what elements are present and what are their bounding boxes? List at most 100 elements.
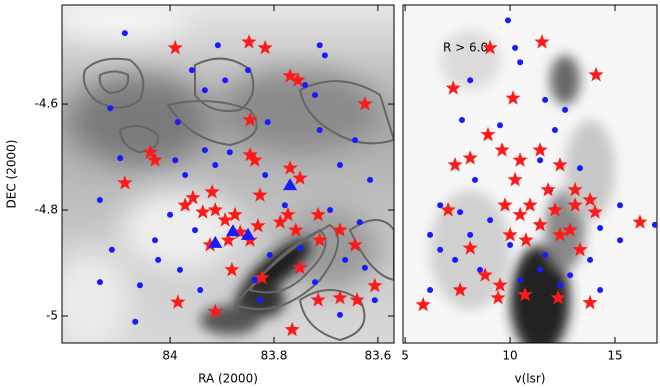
star-marker	[292, 259, 308, 275]
star-marker	[284, 321, 300, 337]
star-marker	[494, 142, 510, 157]
star-marker	[517, 286, 533, 302]
star-marker	[202, 237, 218, 252]
star-marker	[292, 170, 308, 185]
star-marker	[282, 160, 298, 175]
star-marker	[272, 214, 288, 229]
dot-marker	[371, 297, 378, 304]
dot-marker	[336, 311, 343, 318]
dot-marker	[437, 202, 444, 209]
star-marker	[227, 206, 243, 222]
star-marker	[582, 294, 598, 310]
star-marker	[552, 157, 568, 172]
dot-marker	[245, 67, 252, 74]
star-marker	[282, 68, 298, 83]
dot-marker	[562, 106, 569, 113]
dot-marker	[587, 256, 594, 263]
star-marker	[534, 34, 550, 49]
star-marker	[415, 296, 431, 312]
dot-marker	[452, 256, 459, 263]
dot-marker	[597, 225, 604, 232]
dot-marker	[467, 77, 474, 84]
dot-marker	[302, 81, 309, 88]
dot-marker	[617, 237, 624, 244]
star-marker	[562, 222, 578, 237]
dot-marker	[496, 122, 503, 129]
star-marker	[445, 80, 461, 95]
dot-marker	[201, 147, 208, 154]
star-marker	[462, 240, 478, 255]
dot-marker	[427, 231, 434, 238]
star-marker	[588, 66, 604, 82]
dot-marker	[327, 207, 334, 214]
triangle-marker	[283, 178, 298, 191]
dot-marker	[251, 276, 258, 283]
star-marker	[540, 181, 556, 197]
star-marker	[518, 232, 534, 247]
star-marker	[332, 222, 348, 237]
star-marker	[532, 216, 548, 232]
star-marker	[207, 202, 223, 217]
dot-marker	[617, 202, 624, 209]
star-marker	[550, 290, 566, 305]
dot-marker	[321, 52, 328, 59]
dot-marker	[567, 272, 574, 279]
star-marker	[582, 192, 598, 207]
x-tick-label: 83.6	[365, 349, 392, 363]
star-marker	[572, 241, 588, 257]
star-marker	[170, 294, 186, 309]
star-marker	[117, 175, 133, 190]
markers	[96, 30, 383, 337]
dot-marker	[336, 161, 343, 168]
star-marker	[482, 39, 498, 55]
dot-marker	[457, 209, 464, 216]
dot-marker	[504, 17, 511, 24]
dot-marker	[266, 252, 273, 259]
star-marker	[288, 222, 304, 237]
dot-marker	[226, 149, 233, 156]
star-marker	[232, 224, 248, 239]
star-marker	[552, 226, 568, 242]
star-marker	[242, 146, 258, 162]
star-marker	[290, 72, 306, 87]
dot-marker	[557, 282, 564, 289]
star-marker	[567, 181, 583, 197]
star-marker	[247, 152, 263, 167]
star-marker	[452, 282, 468, 297]
dot-marker	[136, 282, 143, 289]
x-tick-label: 84	[162, 349, 177, 363]
star-marker	[177, 197, 193, 212]
y-tick-label: -4.8	[35, 203, 58, 217]
star-marker	[195, 204, 211, 219]
star-marker	[257, 39, 273, 55]
dot-marker	[517, 276, 524, 283]
star-marker	[241, 34, 257, 49]
dot-marker	[172, 157, 179, 164]
dot-marker	[512, 44, 519, 51]
star-marker	[367, 277, 383, 293]
star-marker	[512, 206, 528, 222]
plot-frame	[61, 4, 395, 344]
star-marker	[512, 152, 528, 167]
dot-marker	[222, 77, 229, 84]
star-marker	[477, 267, 493, 282]
dot-marker	[188, 67, 195, 74]
dot-marker	[182, 172, 189, 179]
star-marker	[567, 197, 583, 212]
star-marker	[502, 226, 518, 242]
dot-marker	[96, 279, 103, 286]
star-marker	[207, 303, 223, 319]
dot-marker	[108, 246, 115, 253]
x-tick-label: 5	[401, 349, 409, 363]
star-marker	[167, 39, 183, 55]
star-marker	[254, 269, 270, 285]
dot-marker	[437, 246, 444, 253]
dot-marker	[107, 105, 114, 112]
dot-marker	[316, 127, 323, 134]
dot-marker	[507, 241, 514, 248]
dot-marker	[121, 30, 128, 37]
dot-marker	[167, 211, 174, 218]
star-marker	[490, 290, 506, 305]
dot-marker	[477, 266, 484, 273]
star-marker	[310, 292, 326, 307]
